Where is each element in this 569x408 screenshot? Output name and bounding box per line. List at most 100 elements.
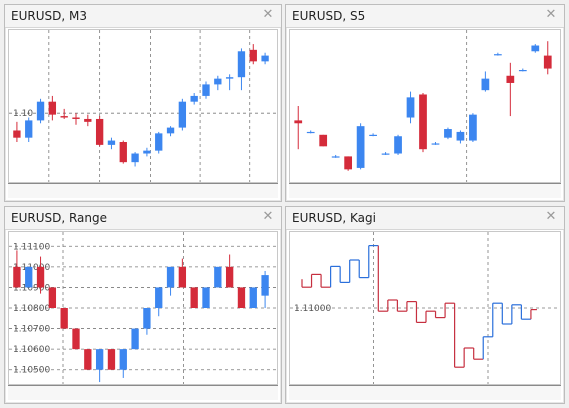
- chart-window-header[interactable]: EURUSD, M3 ✕: [5, 5, 281, 28]
- candle-body: [25, 266, 33, 288]
- candle-body: [107, 349, 116, 370]
- candle-body: [190, 95, 198, 102]
- candle-body: [225, 266, 234, 288]
- candle-body: [178, 266, 187, 288]
- candle-body: [369, 134, 377, 136]
- chart-canvas[interactable]: 1.11000: [289, 231, 561, 385]
- candle-body: [249, 49, 257, 62]
- chart-window-header[interactable]: EURUSD, Kagi ✕: [286, 207, 564, 230]
- chart-window-title: EURUSD, Range: [11, 211, 108, 225]
- candle-body: [344, 156, 353, 170]
- candle-body: [469, 114, 477, 141]
- price-label: 1.10500: [13, 366, 50, 376]
- chart-window-kagi[interactable]: EURUSD, Kagi ✕ 1.11000: [285, 206, 565, 404]
- candle-body: [261, 275, 269, 296]
- candle-body: [506, 75, 515, 83]
- candle-body: [48, 101, 57, 115]
- candle-body: [131, 153, 139, 163]
- candle-body: [319, 134, 328, 147]
- candle-body: [155, 287, 163, 308]
- kagi-chart[interactable]: 1.11000: [290, 232, 560, 384]
- candle-body: [166, 266, 175, 288]
- candle-body: [178, 101, 187, 128]
- candle-body: [214, 266, 222, 288]
- candle-body: [143, 308, 151, 329]
- candle-body: [13, 266, 21, 288]
- chart-window-m3[interactable]: EURUSD, M3 ✕ 1.10: [4, 4, 282, 202]
- candle-body: [543, 55, 552, 69]
- candle-body: [36, 101, 45, 121]
- chart-window-title: EURUSD, M3: [11, 9, 87, 23]
- candle-body: [444, 129, 452, 138]
- candle-body: [13, 130, 21, 138]
- candle-body: [261, 55, 269, 62]
- close-icon[interactable]: ✕: [545, 7, 557, 22]
- candle-body: [131, 328, 139, 350]
- chart-canvas[interactable]: 1.10: [8, 29, 278, 183]
- chart-footer: [8, 385, 278, 400]
- candle-body: [331, 156, 340, 158]
- candle-body: [306, 131, 315, 134]
- close-icon[interactable]: ✕: [262, 209, 274, 224]
- candle-body: [95, 118, 104, 145]
- price-label: 1.10900: [13, 283, 50, 293]
- candle-body: [214, 78, 222, 85]
- candle-body: [84, 349, 92, 370]
- price-label: 1.10800: [13, 304, 50, 314]
- candle-body: [249, 287, 257, 308]
- candle-body: [481, 78, 490, 91]
- candle-body: [25, 120, 33, 138]
- candle-body: [119, 349, 127, 370]
- candlestick-chart[interactable]: 1.111001.110001.109001.108001.107001.106…: [9, 232, 277, 384]
- candlestick-chart[interactable]: [290, 30, 560, 182]
- candle-body: [394, 136, 402, 154]
- chart-window-s5[interactable]: EURUSD, S5 ✕: [285, 4, 565, 202]
- candle-body: [95, 349, 104, 370]
- candle-body: [356, 126, 365, 168]
- candle-body: [60, 308, 68, 329]
- candlestick-chart[interactable]: 1.10: [9, 30, 277, 182]
- chart-window-header[interactable]: EURUSD, S5 ✕: [286, 5, 564, 28]
- chart-window-range[interactable]: EURUSD, Range ✕ 1.111001.110001.109001.1…: [4, 206, 282, 404]
- price-label: 1.10700: [13, 325, 50, 335]
- candle-body: [202, 287, 210, 308]
- price-label: 1.10600: [13, 345, 50, 355]
- candle-body: [419, 94, 427, 150]
- chart-canvas[interactable]: [289, 29, 561, 183]
- candle-body: [431, 143, 440, 145]
- chart-window-title: EURUSD, S5: [292, 9, 366, 23]
- candle-body: [107, 140, 116, 145]
- candle-body: [119, 142, 127, 163]
- candle-body: [84, 118, 92, 122]
- close-icon[interactable]: ✕: [545, 209, 557, 224]
- candle-body: [48, 287, 57, 308]
- chart-footer: [8, 183, 278, 198]
- candle-body: [225, 77, 234, 79]
- price-label: 1.11000: [294, 304, 331, 314]
- candle-body: [60, 116, 68, 118]
- candle-body: [237, 51, 246, 78]
- candle-body: [155, 133, 163, 151]
- chart-window-title: EURUSD, Kagi: [292, 211, 376, 225]
- candle-body: [493, 54, 502, 56]
- candle-body: [381, 153, 390, 155]
- candle-body: [202, 84, 210, 96]
- price-label: 1.10: [13, 109, 33, 119]
- candle-body: [72, 328, 80, 350]
- chart-footer: [289, 385, 561, 400]
- candle-body: [518, 70, 527, 72]
- close-icon[interactable]: ✕: [262, 7, 274, 22]
- candle-body: [36, 266, 45, 288]
- candle-body: [190, 287, 198, 308]
- candle-body: [294, 120, 303, 124]
- candle-body: [237, 287, 246, 308]
- chart-footer: [289, 183, 561, 198]
- candle-body: [72, 117, 80, 119]
- candle-body: [531, 45, 540, 52]
- chart-window-header[interactable]: EURUSD, Range ✕: [5, 207, 281, 230]
- chart-canvas[interactable]: 1.111001.110001.109001.108001.107001.106…: [8, 231, 278, 385]
- candle-body: [166, 127, 175, 134]
- candle-body: [406, 97, 415, 118]
- price-label: 1.11100: [13, 242, 50, 252]
